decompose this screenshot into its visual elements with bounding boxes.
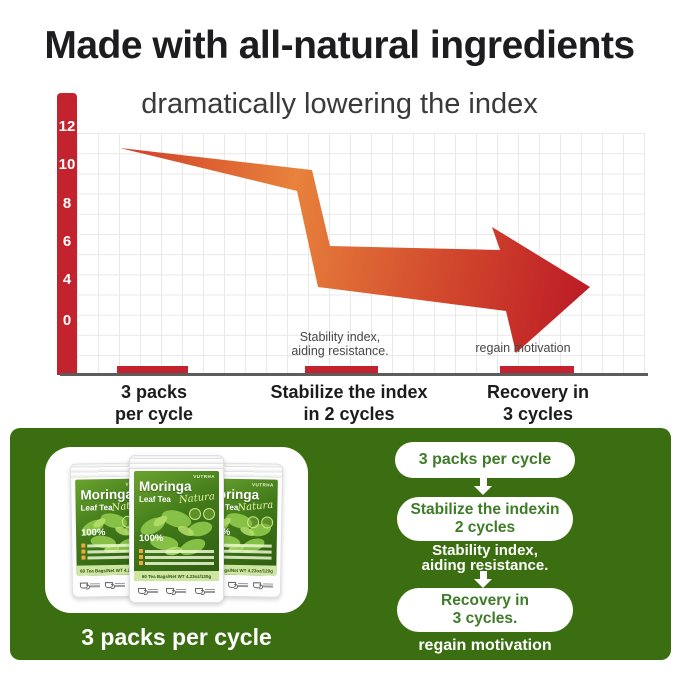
y-tick-4: 4 <box>62 271 72 288</box>
y-tick-0: 0 <box>62 312 72 329</box>
net-weight-strip: 60 Tea Bags/Net WT 4.23oz/120g <box>134 571 219 581</box>
annotation-stability: Stability index, aiding resistance. <box>291 330 389 358</box>
annotation-motivation: regain motivation <box>475 341 571 355</box>
teacup-icon <box>138 588 149 595</box>
product-card: VUTRHA Moringa Leaf Tea Natura 100% 60 T… <box>45 447 308 613</box>
teacup-icon <box>79 582 88 589</box>
fern-leaves-art <box>140 510 213 556</box>
y-tick-12: 12 <box>58 118 76 135</box>
teacup-icon <box>253 582 262 589</box>
down-arrow-icon <box>474 571 492 588</box>
y-tick-8: 8 <box>62 195 72 212</box>
green-panel: VUTRHA Moringa Leaf Tea Natura 100% 60 T… <box>10 428 671 660</box>
tea-package-center: VUTRHA Moringa Leaf Tea Natura 100% 60 T… <box>129 455 224 603</box>
product-name: Moringa <box>139 479 192 494</box>
flow-step-3: Recovery in 3 cycles. <box>397 588 573 632</box>
x-label-1: 3 packs per cycle <box>114 382 194 424</box>
product-subname: Leaf Tea <box>80 503 113 513</box>
x-tick-3 <box>500 366 574 373</box>
down-arrow-icon <box>474 478 492 495</box>
hundred-percent-badge: 100% <box>139 533 164 544</box>
teacup-icon <box>166 588 177 595</box>
flow-step-1: 3 packs per cycle <box>395 442 575 478</box>
hundred-percent-badge: 100% <box>80 527 106 539</box>
x-label-2: Stabilize the index in 2 cycles <box>270 382 428 424</box>
teacup-icon <box>194 588 205 595</box>
x-label-3: Recovery in 3 cycles <box>486 382 590 424</box>
tea-label: VUTRHA Moringa Leaf Tea Natura 100% 60 T… <box>134 471 219 581</box>
pouch-seal <box>130 456 223 469</box>
flow-note-motivation: regain motivation <box>418 637 552 654</box>
packs-caption: 3 packs per cycle <box>81 624 272 650</box>
y-axis-bar <box>57 93 77 375</box>
teacup-icon <box>227 581 237 588</box>
page-title: Made with all-natural ingredients <box>44 24 635 67</box>
brand-logo: VUTRHA <box>193 474 215 479</box>
chart-title: dramatically lowering the index <box>141 88 538 120</box>
x-tick-1 <box>117 366 188 373</box>
flow-step-2: Stabilize the indexin 2 cycles <box>397 497 573 541</box>
round-stamp-icon <box>203 508 215 520</box>
y-tick-6: 6 <box>62 233 72 250</box>
round-stamp-icon <box>189 508 201 520</box>
y-tick-10: 10 <box>58 156 76 173</box>
feature-checklist <box>139 549 214 567</box>
product-subname: Leaf Tea <box>139 495 171 504</box>
flow-note-stability: Stability index, aiding resistance. <box>421 542 549 574</box>
x-tick-2 <box>305 366 378 373</box>
x-axis-line <box>60 373 648 376</box>
brewing-icons <box>134 583 219 599</box>
teacup-icon <box>104 582 113 589</box>
